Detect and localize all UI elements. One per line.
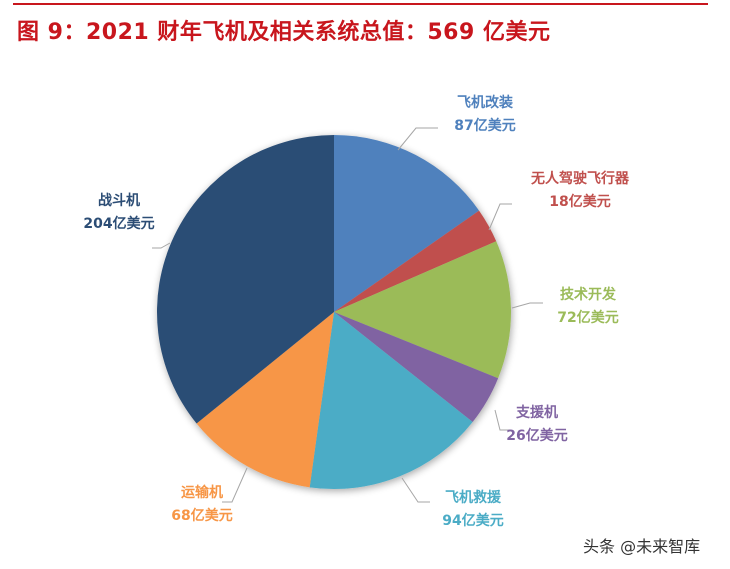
- slice-label: 飞机改装 87亿美元: [454, 92, 515, 138]
- pie-slice: [334, 135, 480, 312]
- pie-slices: [157, 135, 512, 490]
- leader-line: [511, 302, 543, 309]
- watermark: 头条 @未来智库: [583, 537, 701, 556]
- slice-label: 技术开发 72亿美元: [557, 284, 618, 330]
- pie-slice: [309, 312, 473, 490]
- pie-slice: [196, 312, 334, 488]
- slice-label: 无人驾驶飞行器 18亿美元: [531, 168, 629, 214]
- top-rule: [13, 3, 708, 5]
- leader-lines: [152, 127, 543, 503]
- slice-label-name: 战斗机: [97, 193, 140, 209]
- slice-label-name: 技术开发: [559, 287, 616, 303]
- pie-slice: [334, 312, 499, 423]
- slice-label-name: 飞机救援: [444, 490, 501, 506]
- leader-line: [222, 467, 248, 503]
- slice-label-value: 18亿美元: [549, 194, 611, 210]
- slice-label: 支援机 26亿美元: [506, 402, 567, 448]
- slice-label-name: 无人驾驶飞行器: [531, 171, 629, 187]
- leader-line: [397, 127, 438, 151]
- slice-label: 飞机救援 94亿美元: [442, 487, 503, 533]
- slice-label: 战斗机 204亿美元: [83, 190, 154, 236]
- chart-title: 图 9：2021 财年飞机及相关系统总值：569 亿美元: [17, 20, 551, 45]
- slice-label-name: 运输机: [180, 485, 223, 501]
- slice-label-value: 72亿美元: [557, 310, 619, 326]
- pie-slice: [334, 241, 512, 379]
- slice-label-value: 26亿美元: [506, 428, 568, 444]
- leader-line: [401, 477, 430, 503]
- leader-line: [152, 242, 171, 249]
- slice-label-value: 68亿美元: [171, 508, 233, 524]
- leader-line: [488, 203, 512, 231]
- pie-slice: [157, 135, 334, 424]
- slice-label-value: 204亿美元: [83, 216, 155, 232]
- slice-label-name: 飞机改装: [456, 95, 513, 111]
- leader-line: [494, 409, 510, 431]
- slice-label-value: 94亿美元: [442, 513, 504, 529]
- slice-label-value: 87亿美元: [454, 118, 516, 134]
- slice-label-name: 支援机: [515, 405, 558, 421]
- pie-slice: [334, 210, 497, 312]
- slice-label: 运输机 68亿美元: [171, 482, 232, 528]
